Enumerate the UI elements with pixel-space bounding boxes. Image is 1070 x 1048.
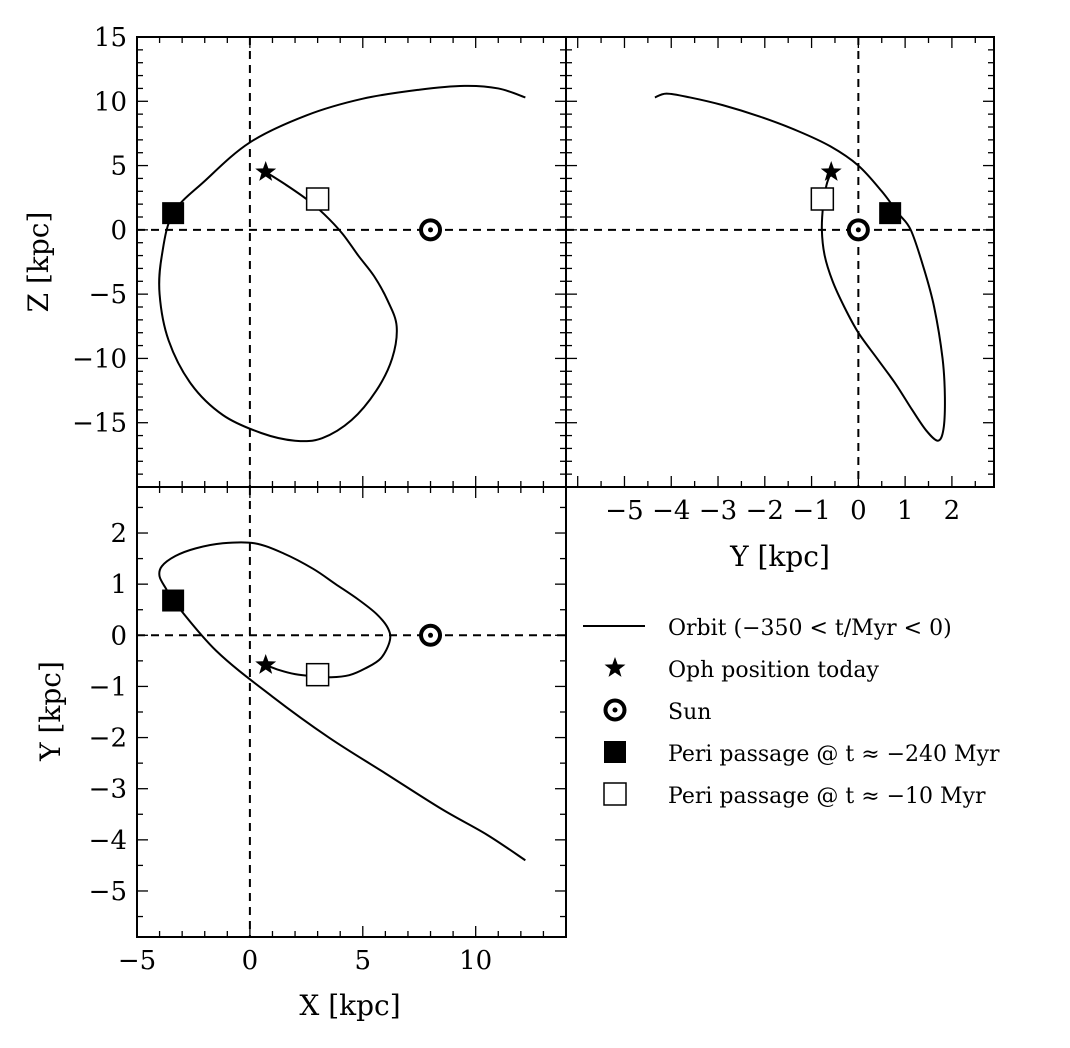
xz-ytick-label: 5 xyxy=(110,152,127,182)
xz-ytick-label: −10 xyxy=(72,344,127,374)
legend-star-icon xyxy=(604,657,626,677)
yz-xtick-label: 1 xyxy=(897,496,914,526)
xz-panel: 15 10 5 0 −5 −10 −15 xyxy=(72,23,567,488)
yz-xtick-label: 2 xyxy=(944,496,961,526)
legend: Orbit (−350 < t/Myr < 0) Oph position to… xyxy=(583,616,1000,809)
xz-ytick-label: 0 xyxy=(110,216,127,246)
yz-xtick-label: −4 xyxy=(652,496,690,526)
xy-xtick-label: 5 xyxy=(355,946,372,976)
xy-ytick-label: −5 xyxy=(89,877,127,907)
xy-oph-star-icon xyxy=(255,653,277,674)
xy-xlabel: X [kpc] xyxy=(299,989,400,1022)
legend-open-square-icon xyxy=(603,782,627,806)
yz-xtick-label: 0 xyxy=(850,496,867,526)
xy-panel: 210−1−2−3−4−5−5 0 5 10 xyxy=(89,486,567,976)
xz-sun-icon xyxy=(419,218,443,242)
yz-sun-icon xyxy=(846,218,870,242)
yz-frame xyxy=(565,36,995,488)
xy-ytick-label: 0 xyxy=(110,621,127,651)
yz-peri-240-square xyxy=(879,202,902,225)
legend-sun-label: Sun xyxy=(668,700,711,725)
xz-ytick-label: −15 xyxy=(72,409,127,439)
xz-orbit-line xyxy=(158,84,526,443)
axis-labels: Z [kpc] Y [kpc] X [kpc] Y [kpc] xyxy=(22,212,830,1022)
yz-oph-star-icon xyxy=(820,161,842,181)
legend-oph-star-icon xyxy=(604,657,626,677)
xz-oph-star-icon xyxy=(255,161,277,181)
yz-panel: −5 −4 −3 −2 −1 0 1 2 xyxy=(565,36,995,526)
xy-frame xyxy=(136,486,567,938)
yz-orbit-line xyxy=(654,92,946,442)
legend-sun-icon xyxy=(603,698,627,722)
xz-ylabel: Z [kpc] xyxy=(22,212,55,313)
xy-peri-10-square xyxy=(305,662,330,687)
yz-xtick-label: −5 xyxy=(605,496,643,526)
legend-oph-label: Oph position today xyxy=(668,658,880,683)
xy-ytick-label: −3 xyxy=(89,775,127,805)
xz-ytick-label: 15 xyxy=(94,23,127,53)
xy-xtick-label: −5 xyxy=(118,946,156,976)
xy-ytick-label: −2 xyxy=(89,724,127,754)
xy-ytick-label: −4 xyxy=(89,826,127,856)
xy-xtick-label: 10 xyxy=(459,946,492,976)
xy-xtick-label: 0 xyxy=(242,946,259,976)
xy-ylabel: Y [kpc] xyxy=(34,661,67,762)
yz-xtick-label: −1 xyxy=(792,496,830,526)
xz-ytick-label: 10 xyxy=(94,87,127,117)
yz-xtick-label: −2 xyxy=(746,496,784,526)
xz-ytick-label: −5 xyxy=(89,280,127,310)
xy-ytick-label: 1 xyxy=(110,570,127,600)
xy-sun-icon xyxy=(419,623,443,647)
xy-orbit-line xyxy=(158,541,526,862)
xz-peri-240-square xyxy=(162,202,185,225)
legend-orbit-label: Orbit (−350 < t/Myr < 0) xyxy=(668,616,952,641)
yz-xlabel: Y [kpc] xyxy=(729,540,830,573)
xy-ytick-label: −1 xyxy=(89,672,127,702)
legend-peri10-label: Peri passage @ t ≈ −10 Myr xyxy=(668,784,986,809)
yz-xtick-label: −3 xyxy=(699,496,737,526)
legend-peri240-label: Peri passage @ t ≈ −240 Myr xyxy=(668,742,1000,767)
legend-sun-icon xyxy=(603,698,627,722)
xy-peri-240-square xyxy=(162,589,185,612)
xz-peri-10-square xyxy=(305,187,330,211)
yz-peri-10-square xyxy=(810,187,835,211)
legend-filled-square-icon xyxy=(604,741,626,763)
xy-ytick-label: 2 xyxy=(110,519,127,549)
